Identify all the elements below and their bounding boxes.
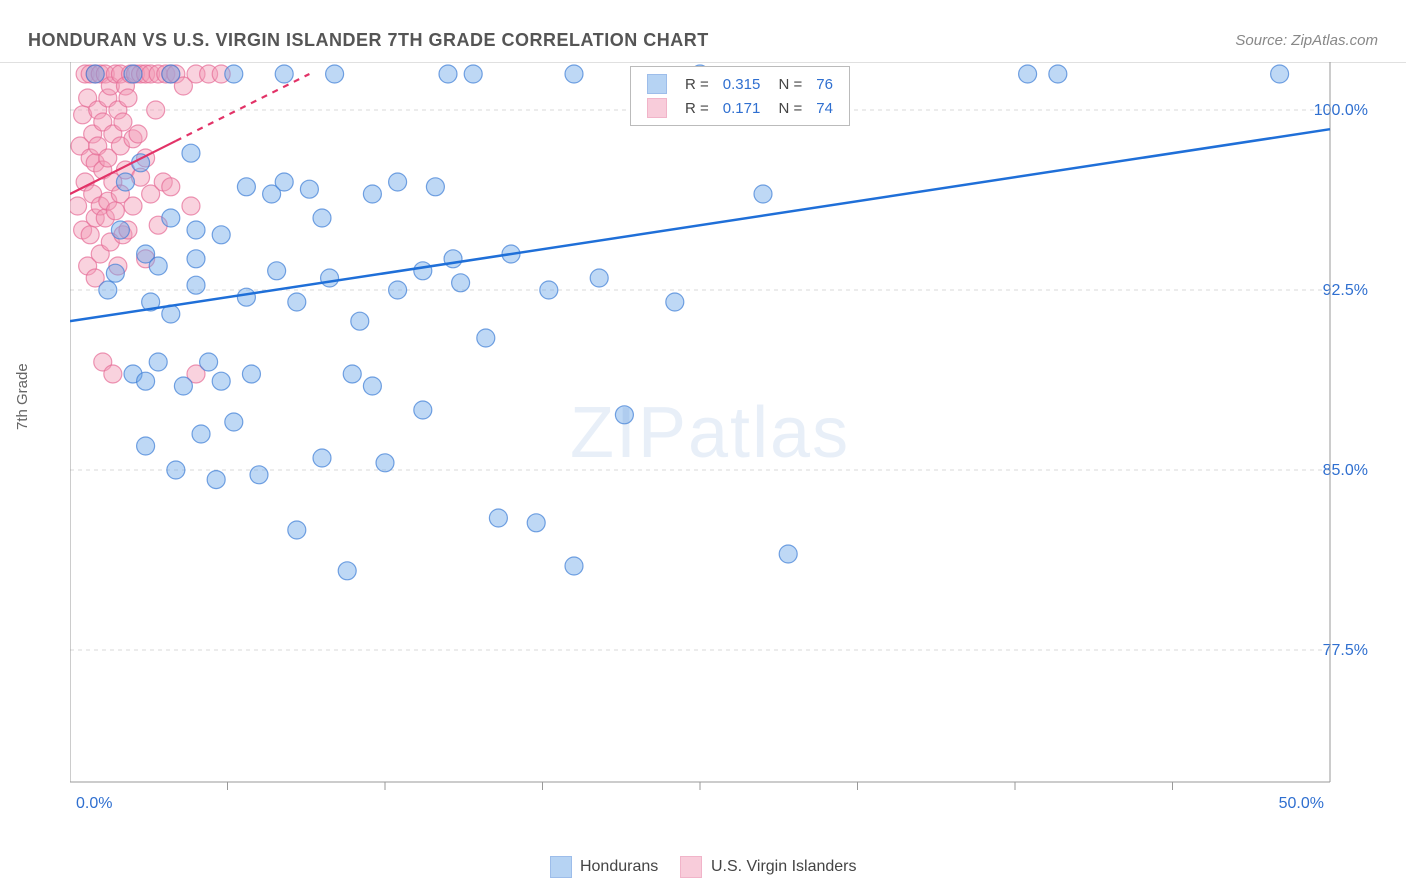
chart-area: 77.5%85.0%92.5%100.0%0.0%50.0% ZIPatlas … — [70, 62, 1370, 812]
chart-title: HONDURAN VS U.S. VIRGIN ISLANDER 7TH GRA… — [28, 30, 709, 51]
bottom-legend: Hondurans U.S. Virgin Islanders — [0, 856, 1406, 878]
svg-text:92.5%: 92.5% — [1323, 282, 1368, 299]
source-attribution: Source: ZipAtlas.com — [1235, 32, 1378, 49]
svg-text:0.0%: 0.0% — [76, 795, 112, 812]
svg-text:77.5%: 77.5% — [1323, 642, 1368, 659]
legend-swatch-2 — [680, 856, 702, 878]
stats-legend: R =0.315 N =76R =0.171 N =74 — [630, 66, 850, 126]
header: HONDURAN VS U.S. VIRGIN ISLANDER 7TH GRA… — [0, 0, 1406, 63]
legend-label-2: U.S. Virgin Islanders — [711, 858, 857, 875]
y-axis-label: 7th Grade — [14, 363, 31, 430]
svg-text:100.0%: 100.0% — [1314, 102, 1368, 119]
svg-text:85.0%: 85.0% — [1323, 462, 1368, 479]
scatter-plot: 77.5% 85.0% 92.5% 100.0% 0.0% 50.0% — [70, 62, 1370, 812]
legend-swatch-1 — [550, 856, 572, 878]
legend-label-1: Hondurans — [580, 858, 658, 875]
svg-text:50.0%: 50.0% — [1279, 795, 1324, 812]
